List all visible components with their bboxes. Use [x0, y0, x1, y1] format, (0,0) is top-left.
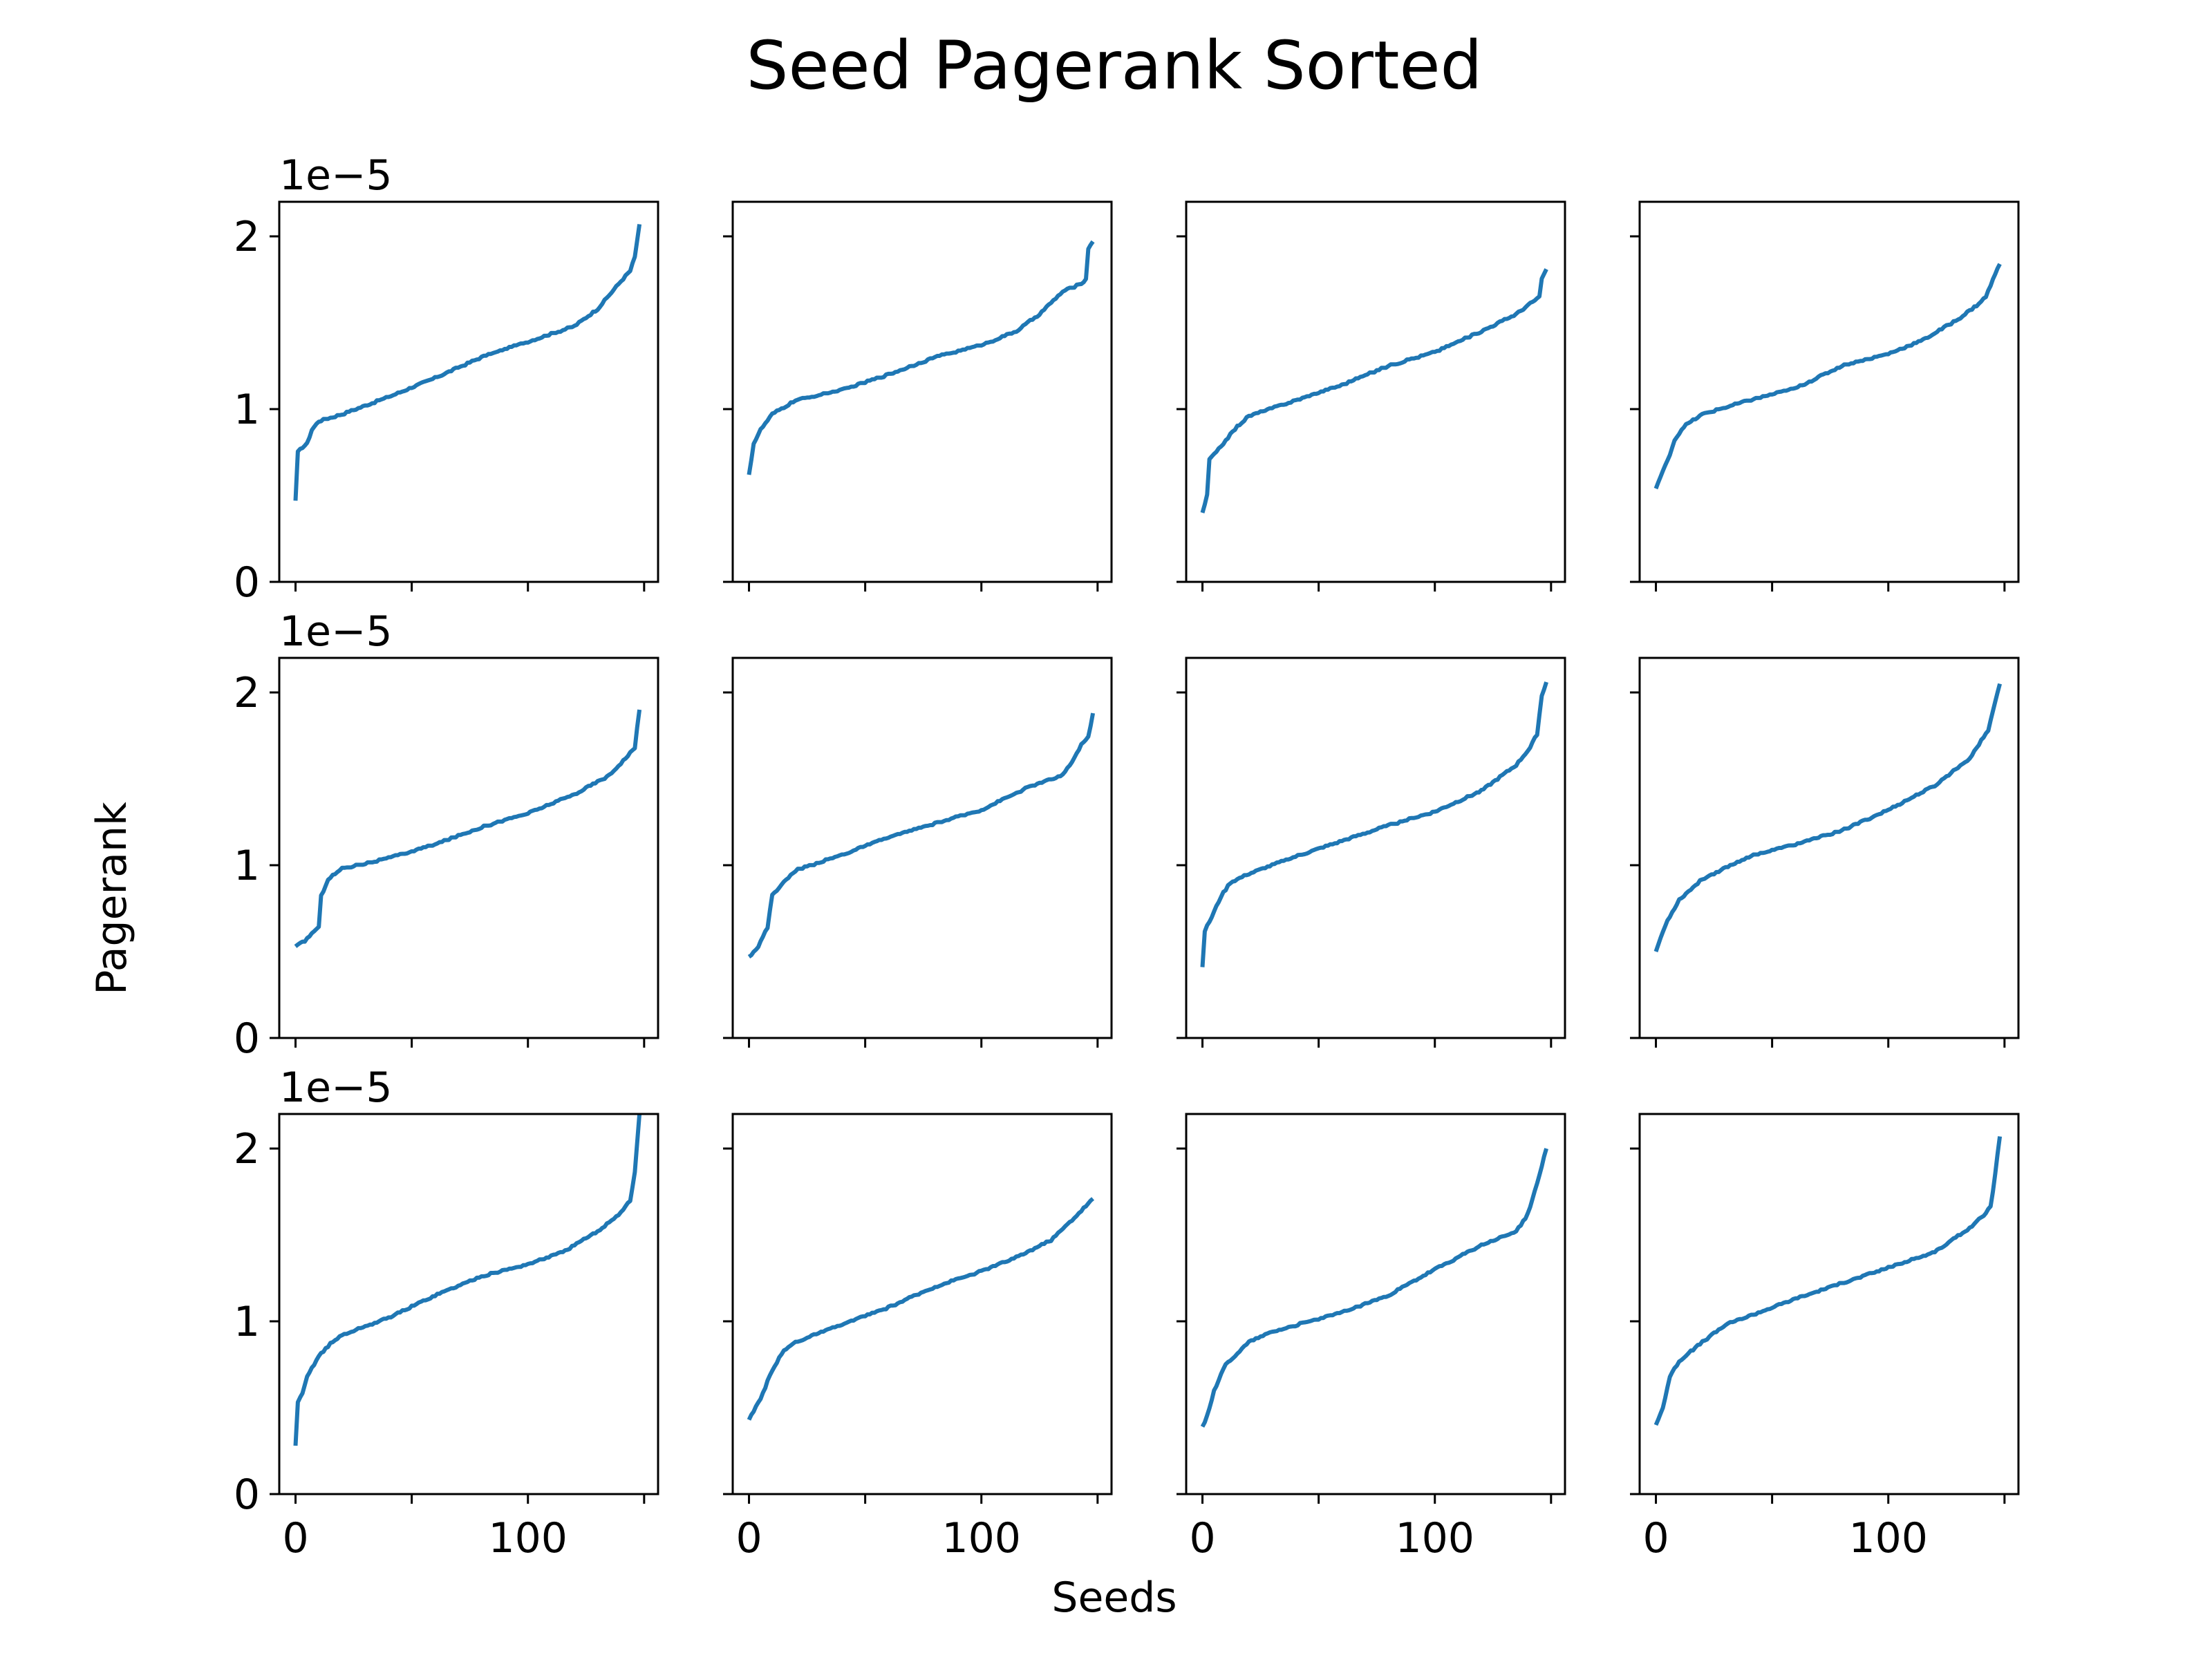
axes-frame	[1638, 657, 2020, 1039]
y-tick-label: 0	[234, 1471, 260, 1519]
subplot-r2-c3	[1177, 657, 1566, 1048]
series-line	[1200, 1148, 1548, 1428]
subplot-r1-c2	[723, 200, 1113, 592]
series-line	[293, 1113, 642, 1446]
x-axis-label: Seeds	[1051, 1574, 1177, 1622]
x-tick-label: 100	[488, 1514, 568, 1562]
subplot-r1-c1: 0 1 2 1e−5	[234, 151, 659, 607]
subplot-r1-c3	[1177, 200, 1566, 592]
axes-frame	[731, 200, 1113, 583]
series-line	[1200, 681, 1548, 967]
y-axis-label: Pagerank	[88, 802, 136, 995]
subplot-r3-c3: 0 100	[1177, 1113, 1566, 1562]
y-tick-label: 2	[234, 1125, 260, 1173]
y-tick-label: 1	[234, 386, 260, 434]
series-line	[294, 709, 642, 948]
y-tick-label: 2	[234, 213, 260, 261]
series-line	[747, 1197, 1095, 1421]
subplot-r2-c1: 0 1 2 1e−5	[234, 607, 659, 1063]
x-tick-label: 100	[1848, 1514, 1928, 1562]
axes-frame	[278, 200, 659, 583]
y-tick-label: 2	[234, 669, 260, 717]
x-tick-label: 0	[1642, 1514, 1669, 1562]
series-line	[1653, 263, 2002, 490]
x-tick-label: 0	[735, 1514, 762, 1562]
axes-frame	[1185, 657, 1566, 1039]
axes-frame	[1638, 1113, 2020, 1495]
series-line	[293, 224, 642, 501]
subplot-r1-c4	[1630, 200, 2020, 592]
subplot-r3-c2: 0 100	[723, 1113, 1113, 1562]
series-line	[1653, 683, 2002, 952]
chart-title: Seed Pagerank Sorted	[747, 27, 1483, 104]
y-tick-label: 0	[234, 1014, 260, 1063]
subplot-r3-c4: 0 100	[1630, 1113, 2020, 1562]
series-line	[747, 712, 1096, 959]
subplot-r2-c2	[723, 657, 1113, 1048]
axes-frame	[731, 657, 1113, 1039]
x-tick-label: 100	[941, 1514, 1021, 1562]
y-tick-label: 0	[234, 558, 260, 607]
series-line	[1653, 1136, 2003, 1426]
axes-frame	[278, 1113, 659, 1495]
x-tick-label: 0	[1189, 1514, 1215, 1562]
axes-frame	[278, 657, 659, 1039]
y-offset-label: 1e−5	[279, 607, 393, 656]
axes-frame	[1185, 200, 1566, 583]
x-tick-label: 0	[282, 1514, 308, 1562]
y-tick-label: 1	[234, 1298, 260, 1346]
subplot-panels: 0 1 2 1e−5 0 1 2 1e−5 0 100 0 1 2 1e−5 0 100 0 100 0 100	[234, 151, 2020, 1562]
subplot-r2-c4	[1630, 657, 2020, 1048]
axes-frame	[1638, 200, 2020, 583]
y-tick-label: 1	[234, 842, 260, 890]
y-offset-label: 1e−5	[279, 151, 393, 200]
series-line	[747, 240, 1095, 475]
axes-frame	[731, 1113, 1113, 1495]
subplot-r3-c1: 0 100 0 1 2 1e−5	[234, 1064, 659, 1562]
x-tick-label: 100	[1395, 1514, 1474, 1562]
axes-frame	[1185, 1113, 1566, 1495]
series-line	[1200, 268, 1548, 513]
y-offset-label: 1e−5	[279, 1064, 393, 1112]
